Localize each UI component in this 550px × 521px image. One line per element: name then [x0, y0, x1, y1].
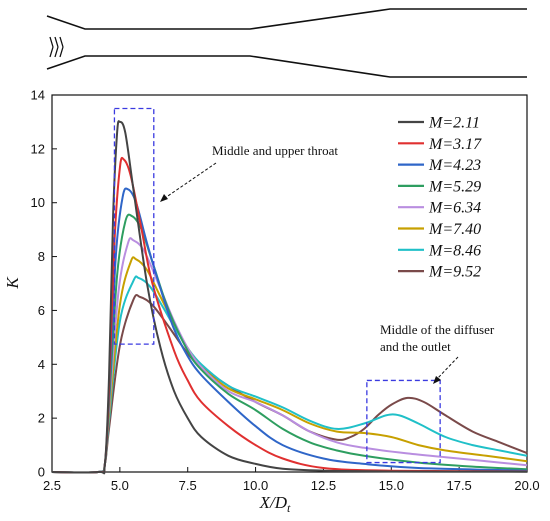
series-line-m-2-11: [51, 120, 528, 475]
series-line-m-8-46: [51, 275, 528, 474]
nozzle-inlet-marks: [49, 36, 64, 58]
y-tick-label: 2: [38, 411, 45, 426]
nozzle-lower-wall: [46, 55, 527, 78]
y-tick-label: 0: [38, 465, 45, 480]
legend-label: M=5.29: [428, 178, 481, 195]
x-tick-label: 12.5: [311, 478, 336, 493]
legend: M=2.11 M=3.17 M=4.23 M=5.29 M=6.34 M=7.40 M=8.…: [398, 115, 482, 281]
y-tick-label: 6: [38, 303, 45, 318]
legend-label: M=6.34: [428, 200, 481, 217]
x-tick-label: 10.0: [243, 478, 268, 493]
y-axis-label: K: [3, 276, 22, 290]
x-tick-label: 5.0: [111, 478, 129, 493]
x-axis-label: X/Dt: [259, 493, 291, 515]
annotation-diffuser-line1: Middle of the diffuser: [380, 322, 495, 337]
annotation-diffuser-arrowhead: [433, 376, 441, 384]
y-tick-label: 12: [31, 141, 45, 156]
annotation-throat: Middle and upper throat: [212, 143, 338, 158]
legend-label: M=9.52: [428, 264, 481, 281]
y-tick-label: 8: [38, 249, 45, 264]
series-line-m-6-34: [51, 237, 528, 474]
annotation-throat-arrowhead: [160, 194, 168, 202]
legend-label: M=4.23: [428, 157, 481, 174]
y-tick-label: 14: [31, 88, 45, 103]
nozzle-geometry: [46, 8, 527, 78]
legend-label: M=7.40: [428, 221, 481, 238]
legend-label: M=2.11: [428, 115, 480, 132]
annotation-diffuser-line2: and the outlet: [380, 339, 451, 354]
x-tick-label: 17.5: [446, 478, 471, 493]
series-lines: [51, 120, 528, 475]
nozzle-upper-wall: [46, 8, 527, 30]
annotation-throat-arrow: [161, 162, 217, 201]
annotation-box-throat: [113, 107, 155, 345]
y-tick-label: 4: [38, 357, 45, 372]
annotation-diffuser-arrow: [435, 356, 459, 381]
x-axis-label-subscript: t: [287, 501, 291, 515]
annotation-boxes: [113, 107, 441, 464]
x-tick-label: 15.0: [379, 478, 404, 493]
x-tick-label: 20.0: [514, 478, 539, 493]
annotation-box-diffuser: [366, 379, 441, 464]
plot-frame: [51, 94, 528, 473]
legend-label: M=3.17: [428, 136, 482, 153]
y-tick-label: 10: [31, 195, 45, 210]
x-tick-label: 2.5: [43, 478, 61, 493]
x-tick-label: 7.5: [179, 478, 197, 493]
legend-label: M=8.46: [428, 242, 481, 259]
